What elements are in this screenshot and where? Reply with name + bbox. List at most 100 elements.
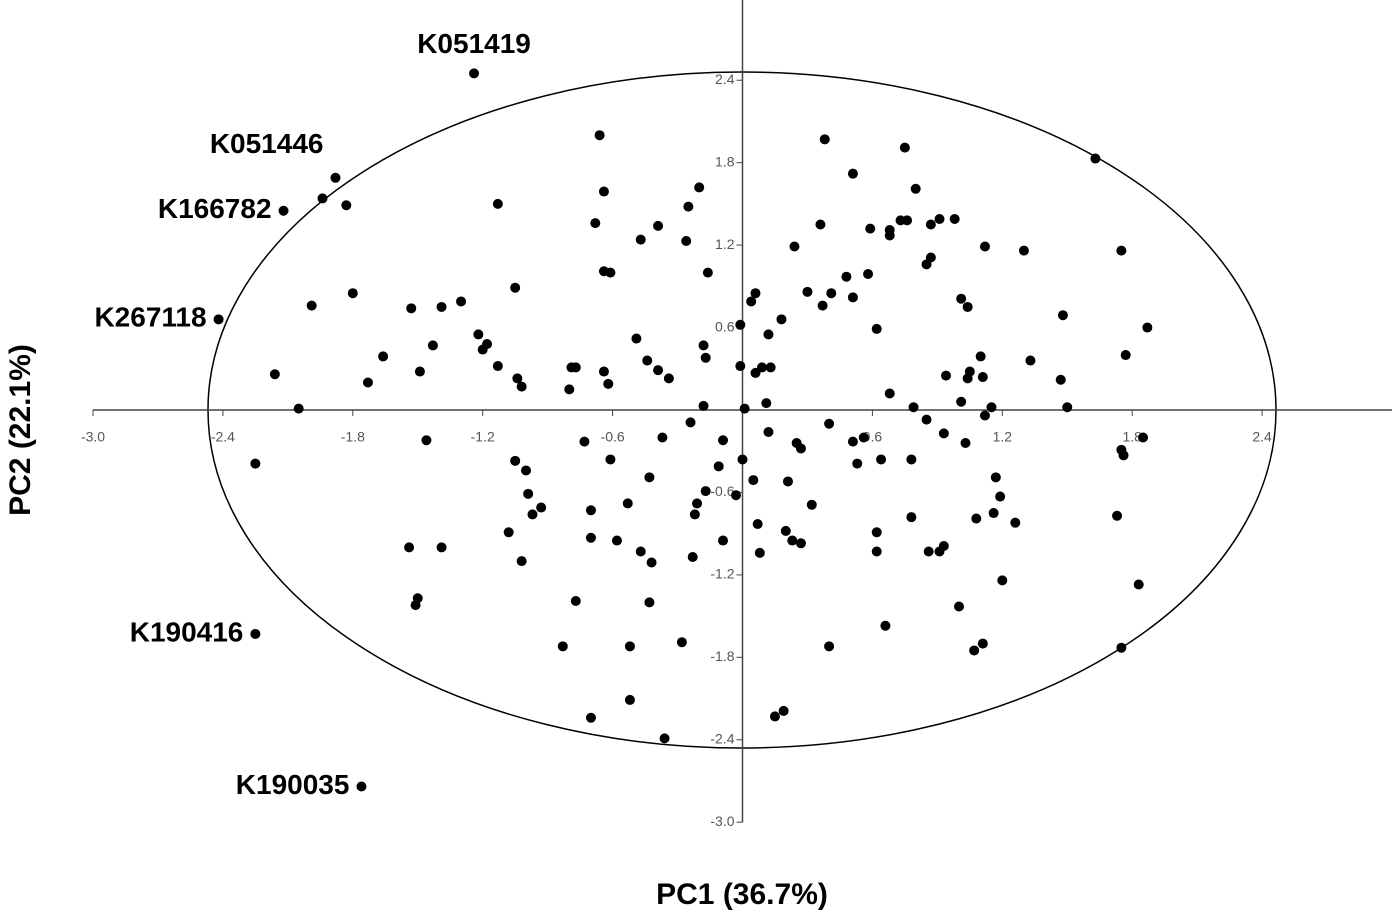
x-tick-label: 1.2 xyxy=(993,429,1013,445)
point xyxy=(378,351,389,362)
point xyxy=(735,319,746,330)
point xyxy=(250,458,261,469)
point xyxy=(306,300,317,311)
point xyxy=(347,288,358,299)
point xyxy=(748,475,759,486)
point xyxy=(436,542,447,553)
point xyxy=(622,498,633,509)
annotated-point xyxy=(278,205,289,216)
point xyxy=(806,499,817,510)
point xyxy=(938,428,949,439)
y-tick-label: 2.4 xyxy=(715,71,735,87)
point xyxy=(1116,642,1127,653)
point xyxy=(977,372,988,383)
point xyxy=(694,182,705,193)
point xyxy=(631,333,642,344)
point xyxy=(692,498,703,509)
point xyxy=(492,361,503,372)
point xyxy=(880,620,891,631)
point xyxy=(585,712,596,723)
point xyxy=(990,472,1001,483)
x-axis-title: PC1 (36.7%) xyxy=(656,878,828,911)
point xyxy=(910,183,921,194)
point xyxy=(269,369,280,380)
x-tick-label: -2.4 xyxy=(211,429,235,445)
point xyxy=(624,641,635,652)
point xyxy=(988,508,999,519)
point xyxy=(642,355,653,366)
annotated-point xyxy=(469,68,480,79)
point xyxy=(700,352,711,363)
point xyxy=(975,351,986,362)
x-tick-label: -0.6 xyxy=(601,429,625,445)
point xyxy=(802,286,813,297)
annotated-point xyxy=(330,172,341,183)
point xyxy=(960,437,971,448)
point xyxy=(510,282,521,293)
point xyxy=(884,230,895,241)
point xyxy=(739,403,750,414)
point xyxy=(756,362,767,373)
point xyxy=(700,486,711,497)
point xyxy=(557,641,568,652)
point xyxy=(969,645,980,656)
point xyxy=(646,557,657,568)
point xyxy=(847,292,858,303)
point xyxy=(782,476,793,487)
point xyxy=(921,414,932,425)
point xyxy=(871,323,882,334)
point xyxy=(737,454,748,465)
point xyxy=(847,168,858,179)
point xyxy=(826,288,837,299)
point xyxy=(410,600,421,611)
point xyxy=(473,329,484,340)
point xyxy=(921,259,932,270)
point xyxy=(659,733,670,744)
point xyxy=(644,472,655,483)
point-label: K051419 xyxy=(417,28,531,59)
point xyxy=(899,142,910,153)
point xyxy=(956,396,967,407)
point xyxy=(791,437,802,448)
point xyxy=(962,373,973,384)
point xyxy=(923,546,934,557)
y-tick-label: 1.8 xyxy=(715,153,735,169)
point xyxy=(406,303,417,314)
point xyxy=(341,200,352,211)
point xyxy=(564,384,575,395)
point xyxy=(523,488,534,499)
point xyxy=(986,402,997,413)
point xyxy=(979,410,990,421)
point xyxy=(847,436,858,447)
point xyxy=(676,637,687,648)
point xyxy=(362,377,373,388)
point xyxy=(421,435,432,446)
point xyxy=(585,505,596,516)
point xyxy=(653,220,664,231)
point xyxy=(687,552,698,563)
annotated-point xyxy=(213,314,224,325)
point xyxy=(1062,402,1073,413)
point xyxy=(1057,310,1068,321)
point xyxy=(819,134,830,145)
point xyxy=(1133,579,1144,590)
x-tick-label: 0.6 xyxy=(863,429,883,445)
y-tick-label: -0.6 xyxy=(710,483,734,499)
point xyxy=(605,454,616,465)
point xyxy=(871,546,882,557)
point xyxy=(590,218,601,229)
point xyxy=(824,641,835,652)
point xyxy=(414,366,425,377)
point xyxy=(750,288,761,299)
point xyxy=(789,241,800,252)
point xyxy=(902,215,913,226)
point xyxy=(605,267,616,278)
point xyxy=(663,373,674,384)
y-tick-label: -3.0 xyxy=(710,813,734,829)
point xyxy=(956,293,967,304)
point xyxy=(949,214,960,225)
y-tick-label: -1.2 xyxy=(710,566,734,582)
x-tick-label: 2.4 xyxy=(1252,429,1272,445)
point xyxy=(404,542,415,553)
